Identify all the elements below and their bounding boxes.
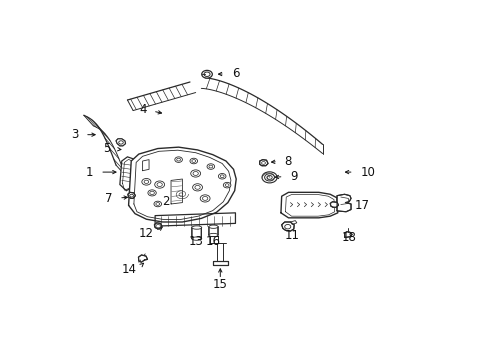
Circle shape bbox=[206, 164, 214, 169]
Text: 14: 14 bbox=[122, 262, 137, 276]
Circle shape bbox=[175, 157, 182, 162]
Ellipse shape bbox=[208, 233, 218, 237]
Polygon shape bbox=[208, 226, 218, 236]
Circle shape bbox=[220, 175, 224, 177]
Polygon shape bbox=[210, 236, 218, 243]
Polygon shape bbox=[212, 261, 227, 265]
Ellipse shape bbox=[191, 237, 202, 240]
Circle shape bbox=[149, 191, 154, 194]
Circle shape bbox=[202, 197, 207, 201]
Circle shape bbox=[156, 225, 160, 228]
Circle shape bbox=[284, 225, 290, 229]
Ellipse shape bbox=[191, 226, 202, 229]
Text: 18: 18 bbox=[341, 231, 356, 244]
Polygon shape bbox=[155, 213, 235, 226]
Text: 11: 11 bbox=[284, 229, 299, 242]
Polygon shape bbox=[127, 82, 195, 111]
Text: 9: 9 bbox=[290, 170, 297, 183]
Circle shape bbox=[191, 159, 195, 162]
Circle shape bbox=[193, 172, 198, 175]
Polygon shape bbox=[280, 192, 337, 218]
Circle shape bbox=[203, 72, 210, 76]
Text: 5: 5 bbox=[103, 142, 110, 155]
Text: 7: 7 bbox=[104, 192, 112, 205]
Circle shape bbox=[190, 170, 200, 177]
Circle shape bbox=[261, 162, 265, 164]
Circle shape bbox=[225, 184, 228, 186]
Polygon shape bbox=[191, 227, 201, 239]
Text: 4: 4 bbox=[139, 103, 146, 116]
Polygon shape bbox=[120, 157, 136, 191]
Circle shape bbox=[154, 201, 161, 207]
Text: 17: 17 bbox=[354, 199, 369, 212]
Polygon shape bbox=[259, 159, 267, 166]
Polygon shape bbox=[84, 115, 125, 176]
Circle shape bbox=[195, 185, 200, 189]
Polygon shape bbox=[281, 222, 294, 231]
Polygon shape bbox=[329, 202, 338, 207]
Polygon shape bbox=[127, 192, 135, 198]
Polygon shape bbox=[138, 255, 147, 262]
Text: 16: 16 bbox=[205, 235, 220, 248]
Text: 6: 6 bbox=[231, 67, 239, 80]
Circle shape bbox=[129, 194, 133, 197]
Text: 10: 10 bbox=[360, 166, 375, 179]
Circle shape bbox=[218, 174, 225, 179]
Polygon shape bbox=[128, 147, 236, 222]
Circle shape bbox=[192, 184, 202, 191]
Polygon shape bbox=[201, 78, 322, 153]
Circle shape bbox=[147, 190, 156, 196]
Polygon shape bbox=[154, 223, 162, 229]
Text: 12: 12 bbox=[139, 226, 154, 240]
Text: 1: 1 bbox=[86, 166, 93, 179]
Text: 13: 13 bbox=[188, 235, 203, 248]
Circle shape bbox=[202, 70, 212, 78]
Circle shape bbox=[154, 181, 164, 188]
Circle shape bbox=[142, 179, 151, 185]
Circle shape bbox=[156, 203, 159, 205]
Circle shape bbox=[176, 158, 180, 161]
Text: 15: 15 bbox=[212, 278, 227, 291]
Circle shape bbox=[119, 141, 123, 144]
Text: 2: 2 bbox=[162, 195, 169, 208]
Polygon shape bbox=[336, 194, 350, 212]
Polygon shape bbox=[116, 139, 125, 146]
Circle shape bbox=[208, 165, 212, 168]
Ellipse shape bbox=[208, 225, 218, 228]
Circle shape bbox=[189, 158, 197, 164]
Circle shape bbox=[157, 183, 162, 186]
Text: 8: 8 bbox=[284, 154, 291, 167]
Polygon shape bbox=[344, 232, 351, 237]
Polygon shape bbox=[290, 221, 296, 225]
Circle shape bbox=[223, 183, 230, 188]
Circle shape bbox=[200, 195, 210, 202]
Circle shape bbox=[144, 180, 148, 184]
Text: 3: 3 bbox=[71, 128, 78, 141]
